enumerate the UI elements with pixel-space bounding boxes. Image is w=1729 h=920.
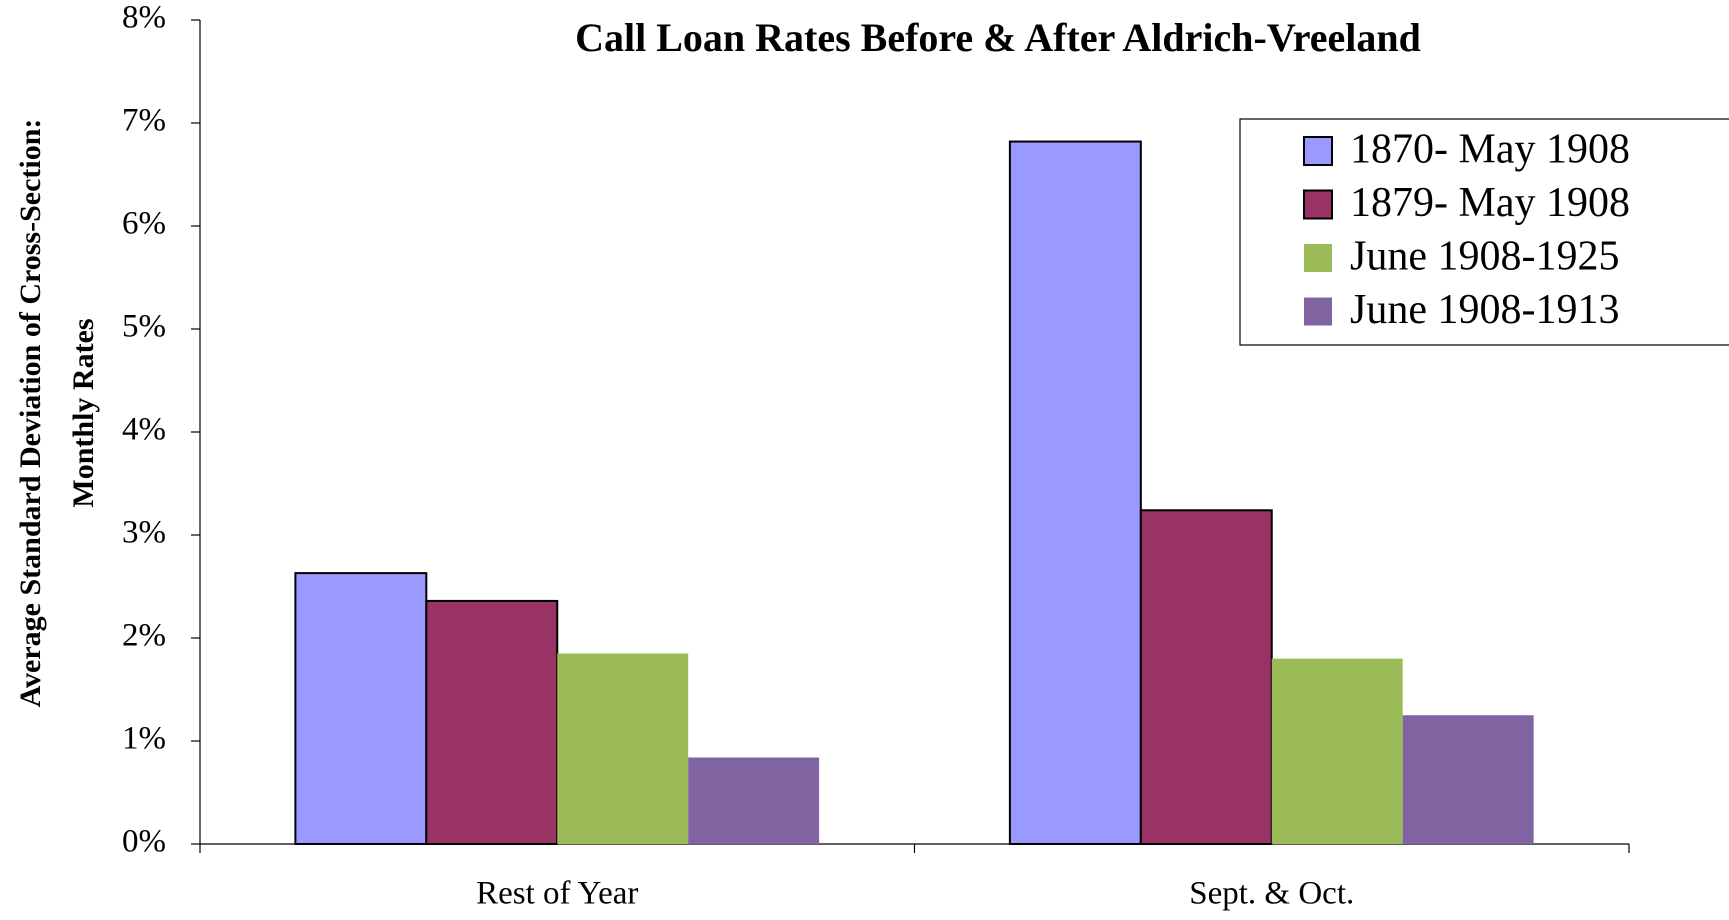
bar — [294, 572, 428, 845]
y-axis-label-line: Average Standard Deviation of Cross-Sect… — [14, 119, 47, 708]
legend-swatch — [1303, 136, 1333, 166]
y-tick-label: 7% — [122, 103, 166, 139]
bar — [1271, 658, 1403, 844]
legend-label: 1879- May 1908 — [1350, 180, 1630, 226]
bar — [1402, 715, 1534, 844]
y-axis-label: Average Standard Deviation of Cross-Sect… — [14, 119, 47, 708]
y-tick-label: 0% — [122, 824, 166, 860]
legend-swatch — [1304, 244, 1332, 272]
legend-label: June 1908-1925 — [1350, 234, 1619, 280]
legend-swatch — [1303, 189, 1333, 220]
bar — [557, 653, 689, 844]
legend-label: June 1908-1913 — [1350, 287, 1619, 333]
y-axis-label: Monthly Rates — [67, 318, 100, 507]
legend-swatch — [1304, 297, 1332, 326]
y-tick-label: 2% — [122, 618, 166, 654]
x-tick-label: Rest of Year — [476, 876, 638, 912]
y-tick-label: 3% — [122, 515, 166, 551]
y-tick-label: 4% — [122, 412, 166, 448]
bar — [688, 757, 820, 844]
x-tick-label: Sept. & Oct. — [1189, 876, 1354, 912]
chart-title: Call Loan Rates Before & After Aldrich-V… — [575, 15, 1421, 60]
y-axis-label-line: Monthly Rates — [67, 318, 100, 507]
y-tick-label: 6% — [122, 206, 166, 242]
y-tick-label: 8% — [122, 0, 166, 36]
y-tick-label: 1% — [122, 721, 166, 757]
bar — [425, 599, 559, 845]
legend-label: 1870- May 1908 — [1350, 127, 1630, 173]
bar — [1139, 509, 1273, 845]
bar — [1008, 140, 1142, 846]
y-tick-label: 5% — [122, 309, 166, 345]
